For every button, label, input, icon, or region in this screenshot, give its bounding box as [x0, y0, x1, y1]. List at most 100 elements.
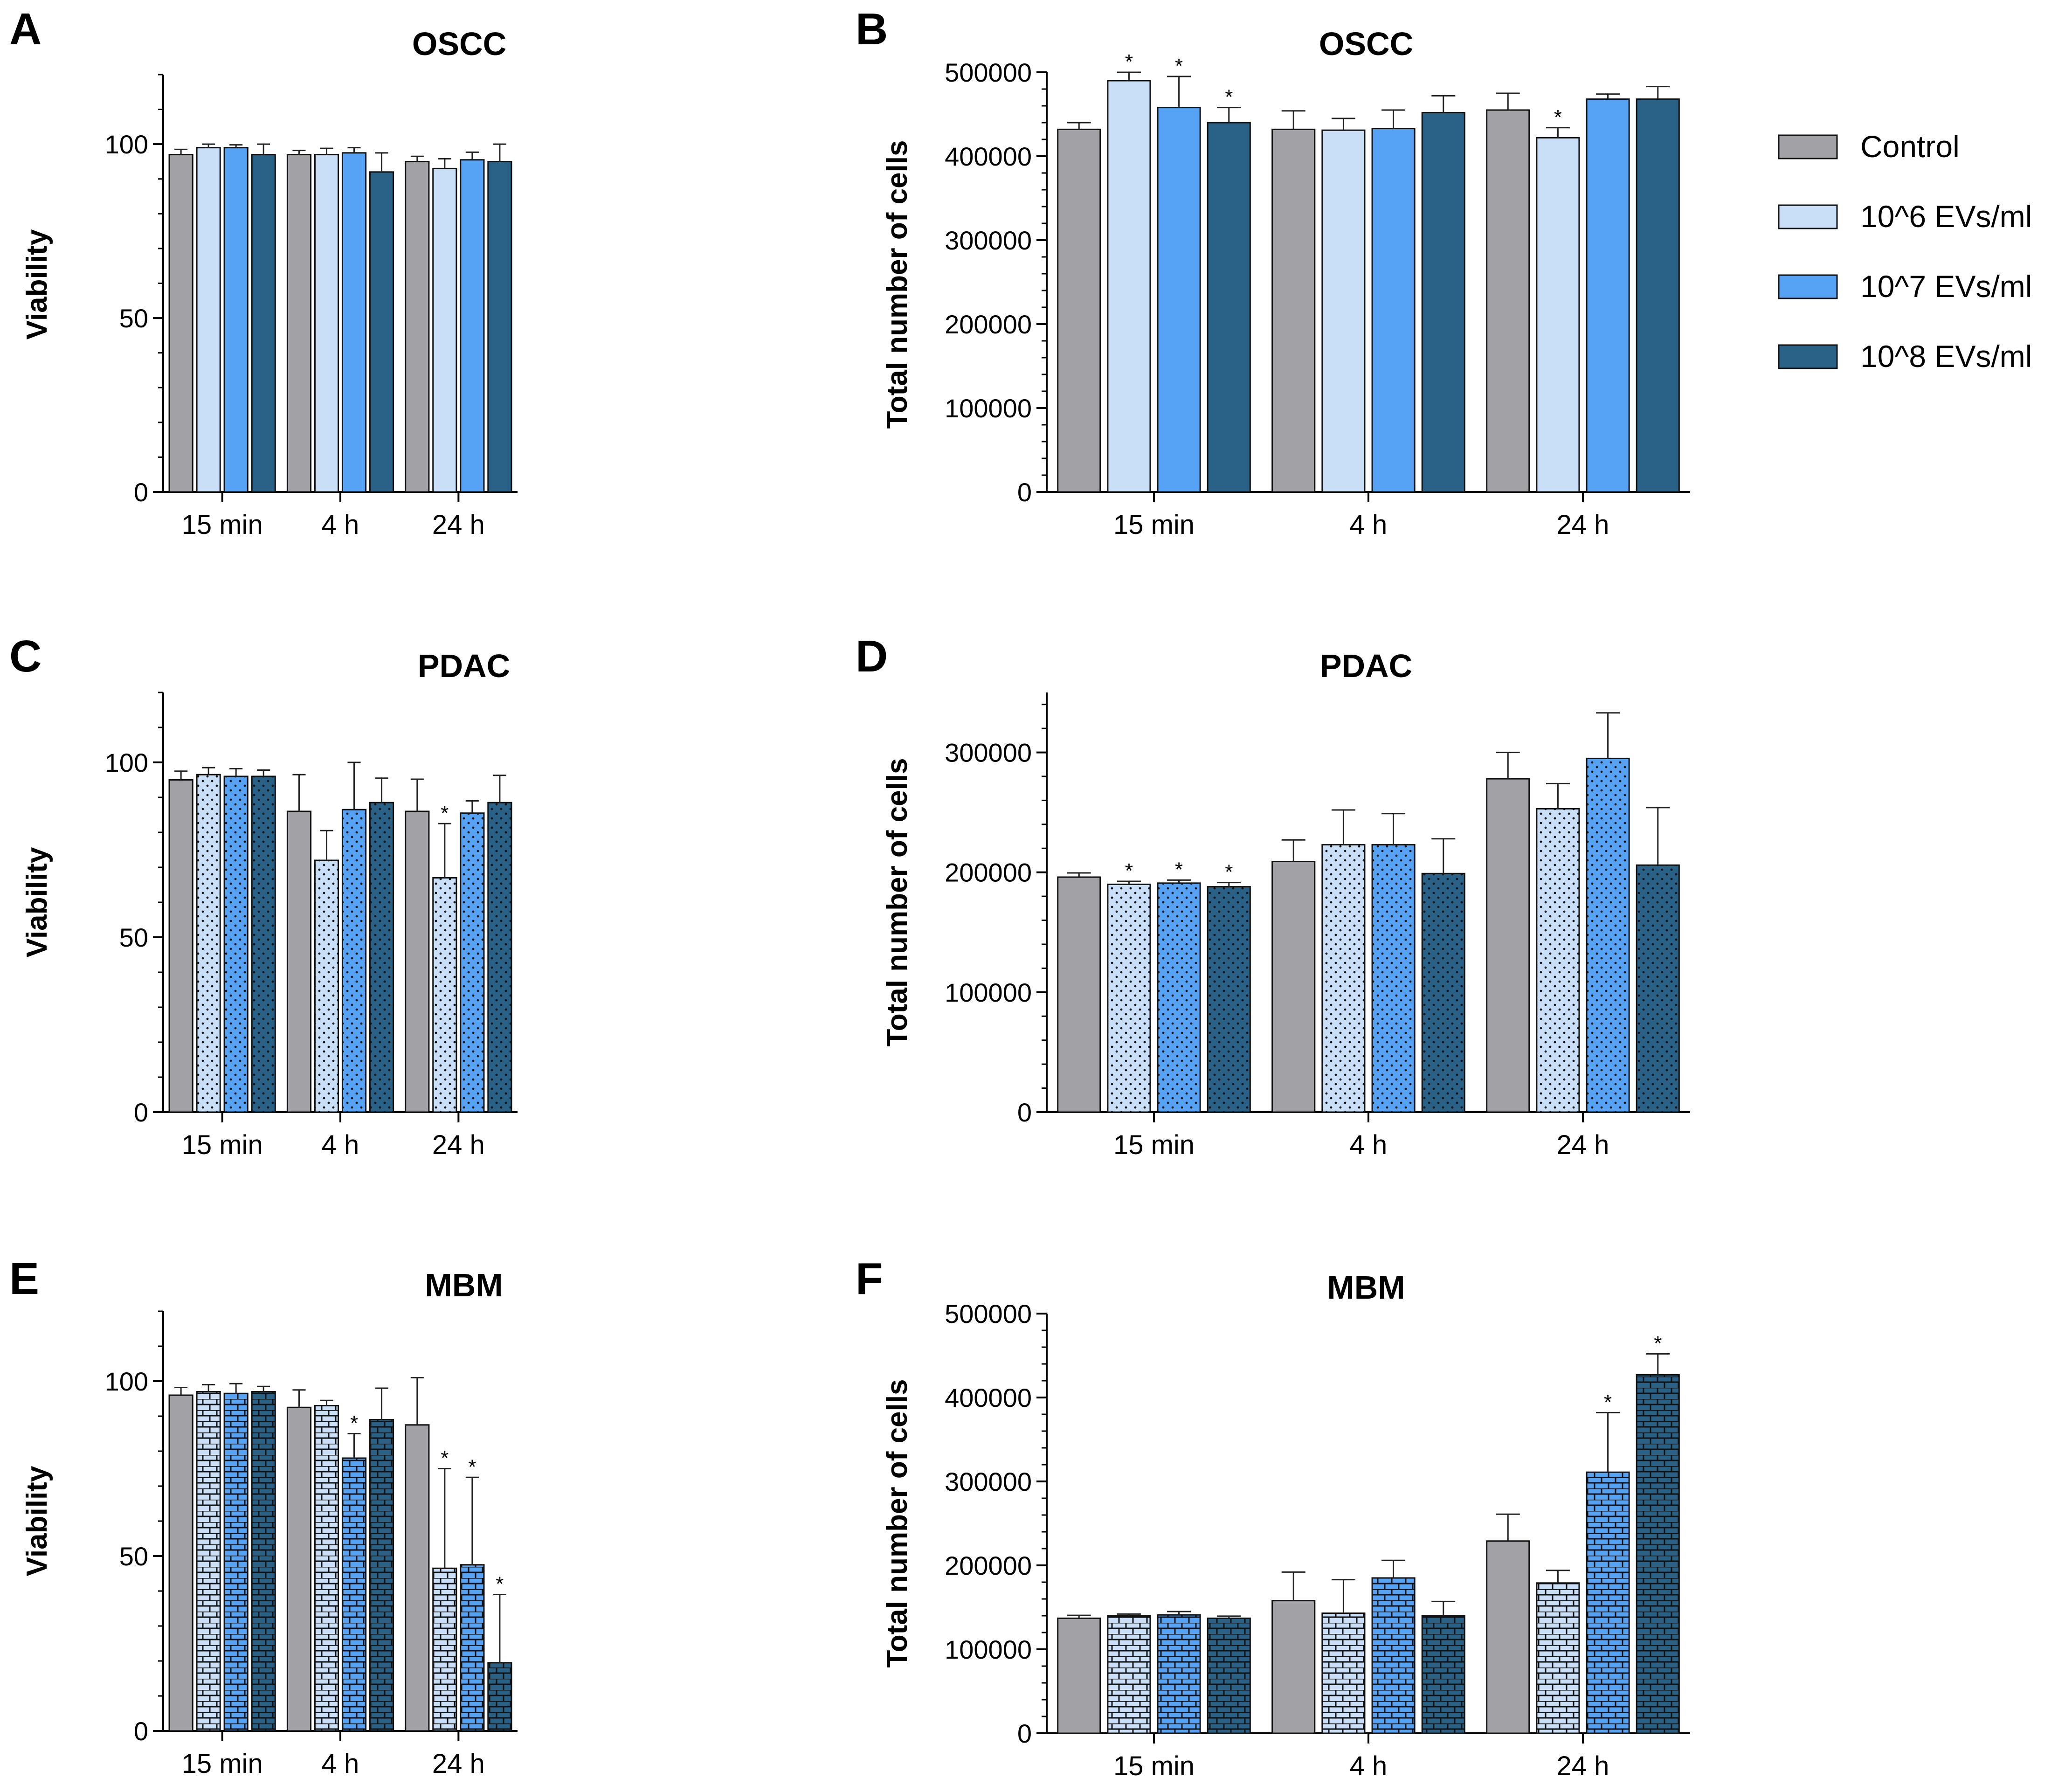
significance-marker: *: [1554, 106, 1562, 129]
y-tick-label: 0: [1017, 1719, 1032, 1748]
panel-d: D PDAC Total number of cells 0 100000 200000 3…: [856, 631, 1690, 1160]
bar-108-evs-ml-15-min: [1207, 1617, 1251, 1734]
panel-letter: E: [9, 1254, 39, 1304]
bar-107-evs-ml-4-h: [1371, 844, 1416, 1113]
x-tick-label: 24 h: [1557, 1130, 1609, 1160]
bar-107-evs-ml-4-h: [341, 1457, 367, 1732]
bar-106-evs-ml-15-min: [1107, 80, 1151, 493]
x-tick-label: 24 h: [1557, 510, 1609, 540]
y-tick-label: 100: [105, 748, 148, 777]
bar-108-evs-ml-15-min: [251, 154, 276, 493]
significance-marker: *: [1604, 1391, 1612, 1413]
legend-swatch-106-evs-ml: [1778, 204, 1838, 229]
legend-swatch-control: [1778, 134, 1838, 159]
x-tick-label: 24 h: [432, 510, 485, 540]
significance-marker: *: [1125, 859, 1133, 882]
x-tick-label: 15 min: [1113, 1130, 1195, 1160]
y-axis-label: Total number of cells: [881, 1379, 913, 1668]
y-tick-label: 500000: [945, 58, 1032, 87]
y-tick-label: 400000: [945, 1383, 1032, 1412]
significance-marker: *: [441, 1447, 449, 1470]
bar-106-evs-ml-15-min: [1107, 1615, 1151, 1734]
y-axis-label: Viability: [21, 847, 53, 957]
bar-108-evs-ml-4-h: [369, 1419, 394, 1732]
bar-106-evs-ml-4-h: [314, 154, 339, 493]
bar-control-15-min: [1057, 876, 1101, 1113]
bar-106-evs-ml-24-h: [1536, 808, 1580, 1113]
significance-marker: *: [1654, 1332, 1662, 1355]
legend-label-106-evs-ml: 10^6 EVs/ml: [1860, 199, 2032, 234]
x-tick-label: 15 min: [1113, 510, 1195, 540]
x-tick-label: 24 h: [432, 1130, 485, 1160]
bar-control-15-min: [168, 154, 193, 493]
bar-108-evs-ml-15-min: [1207, 886, 1251, 1113]
panel-letter: D: [856, 631, 888, 681]
significance-marker: *: [441, 802, 449, 824]
bar-106-evs-ml-4-h: [314, 859, 339, 1113]
bar-108-evs-ml-24-h: [487, 802, 512, 1113]
x-tick-label: 4 h: [322, 510, 359, 540]
bar-107-evs-ml-15-min: [223, 775, 249, 1113]
bar-control-24-h: [405, 160, 430, 493]
bar-108-evs-ml-24-h: [1636, 1374, 1680, 1734]
y-tick-label: 400000: [945, 142, 1032, 171]
panel-c: C PDAC Viability 0 50 100 15 min 4 h 24 h *: [9, 631, 518, 1160]
y-tick-label: 0: [134, 1098, 148, 1127]
bar-107-evs-ml-24-h: [1586, 98, 1630, 493]
bar-107-evs-ml-4-h: [1371, 1577, 1416, 1734]
panel-title: PDAC: [418, 648, 510, 684]
bar-107-evs-ml-4-h: [341, 152, 367, 493]
legend-label-108-evs-ml: 10^8 EVs/ml: [1860, 339, 2032, 374]
significance-marker: *: [1125, 50, 1133, 73]
panel-letter: A: [9, 4, 41, 54]
legend-swatch-108-evs-ml: [1778, 344, 1838, 369]
panel-f: F MBM Total number of cells 0 100000 200000 30…: [856, 1254, 1690, 1781]
y-tick-label: 50: [119, 304, 148, 333]
panel-title: PDAC: [1320, 648, 1412, 684]
x-tick-label: 15 min: [1113, 1751, 1195, 1781]
bar-108-evs-ml-15-min: [251, 775, 276, 1113]
x-tick-label: 4 h: [1350, 1751, 1388, 1781]
x-tick-label: 4 h: [322, 1749, 359, 1779]
x-tick-label: 24 h: [432, 1749, 485, 1779]
bar-106-evs-ml-24-h: [432, 1567, 457, 1732]
bar-106-evs-ml-4-h: [1321, 1612, 1366, 1734]
bar-106-evs-ml-24-h: [432, 167, 457, 493]
panel-title: OSCC: [412, 26, 506, 62]
bar-107-evs-ml-15-min: [223, 1392, 249, 1732]
bar-106-evs-ml-15-min: [196, 1391, 221, 1732]
panel-e: E MBM Viability 0 50 100 15 min 4 h 24 h * * * *: [9, 1254, 518, 1779]
y-tick-label: 300000: [945, 738, 1032, 768]
legend-swatch-107-evs-ml: [1778, 274, 1838, 299]
y-tick-label: 200000: [945, 1551, 1032, 1580]
bar-108-evs-ml-15-min: [1207, 122, 1251, 493]
bar-106-evs-ml-15-min: [196, 774, 221, 1113]
bar-control-24-h: [405, 810, 430, 1113]
bar-107-evs-ml-24-h: [460, 159, 485, 493]
y-tick-label: 200000: [945, 310, 1032, 339]
bar-control-24-h: [1486, 1540, 1530, 1734]
significance-marker: *: [1175, 55, 1183, 77]
bar-108-evs-ml-24-h: [1636, 98, 1680, 493]
bar-107-evs-ml-24-h: [1586, 757, 1630, 1113]
x-tick-label: 4 h: [1350, 510, 1388, 540]
significance-marker: *: [1225, 861, 1233, 884]
y-tick-label: 300000: [945, 1467, 1032, 1496]
y-tick-label: 50: [119, 923, 148, 952]
bar-108-evs-ml-4-h: [369, 802, 394, 1113]
panel-letter: F: [856, 1254, 883, 1304]
y-axis-label: Total number of cells: [881, 140, 913, 429]
significance-marker: *: [496, 1573, 504, 1596]
panel-a: A OSCC Viability 0 50 100 15 min 4 h 24 h: [9, 4, 518, 540]
y-tick-label: 500000: [945, 1299, 1032, 1328]
significance-marker: *: [468, 1455, 476, 1478]
legend: Control 10^6 EVs/ml 10^7 EVs/ml 10^8 EVs/ml: [1778, 129, 2032, 374]
bar-108-evs-ml-15-min: [251, 1391, 276, 1732]
y-tick-label: 0: [134, 477, 148, 507]
bar-control-4-h: [286, 154, 312, 493]
bar-107-evs-ml-15-min: [1157, 882, 1201, 1113]
bar-108-evs-ml-24-h: [1636, 864, 1680, 1113]
bar-107-evs-ml-15-min: [1157, 107, 1201, 493]
bar-control-4-h: [1271, 861, 1316, 1113]
bar-108-evs-ml-4-h: [369, 171, 394, 493]
